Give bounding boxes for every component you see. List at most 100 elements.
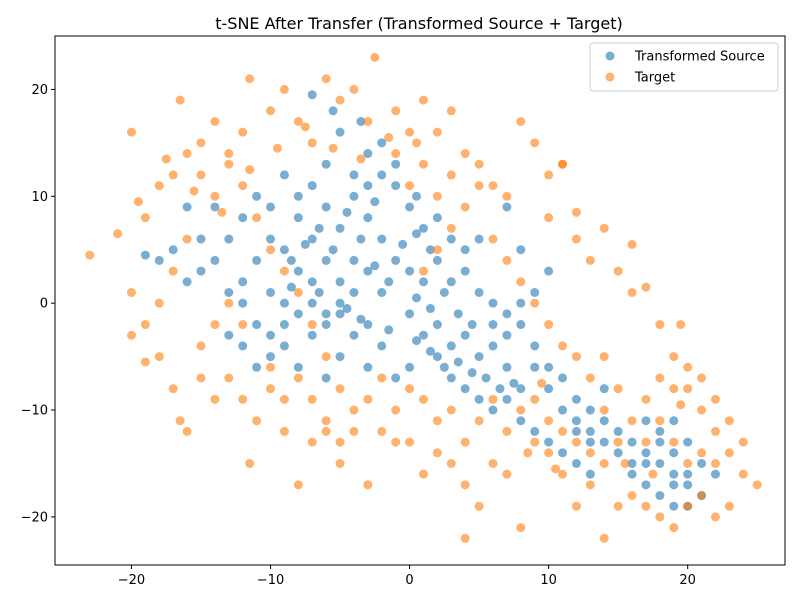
target-point <box>293 373 303 383</box>
source-point <box>558 405 568 415</box>
source-point <box>377 170 387 180</box>
target-point <box>224 373 234 383</box>
source-point <box>279 298 289 308</box>
target-point <box>384 133 394 143</box>
source-point <box>627 458 637 468</box>
source-point <box>307 330 317 340</box>
target-point <box>168 384 178 394</box>
target-point <box>641 501 651 511</box>
target-point <box>349 405 359 415</box>
source-point <box>460 384 470 394</box>
target-point <box>349 84 359 94</box>
x-tick-label: −10 <box>257 573 284 588</box>
source-point <box>238 341 248 351</box>
target-point <box>530 298 540 308</box>
target-point <box>641 394 651 404</box>
target-point <box>335 437 345 447</box>
target-point <box>245 458 255 468</box>
target-point <box>648 469 658 479</box>
target-point <box>460 437 470 447</box>
target-point <box>377 426 387 436</box>
source-point <box>474 394 484 404</box>
source-point <box>669 480 679 490</box>
target-point <box>217 207 227 217</box>
target-point <box>669 384 679 394</box>
target-point <box>412 138 422 148</box>
target-point <box>613 384 623 394</box>
source-point <box>453 309 463 319</box>
source-point <box>140 250 150 260</box>
target-point <box>307 138 317 148</box>
target-point <box>697 448 707 458</box>
target-point <box>516 277 526 287</box>
target-point <box>738 469 748 479</box>
target-point <box>571 352 581 362</box>
target-point <box>446 106 456 116</box>
source-point <box>502 202 512 212</box>
source-point <box>405 202 415 212</box>
source-point <box>439 287 449 297</box>
source-point <box>488 320 498 330</box>
source-point <box>321 373 331 383</box>
source-point <box>266 202 276 212</box>
source-point <box>412 229 422 239</box>
source-point <box>279 320 289 330</box>
target-point <box>272 143 282 153</box>
x-tick-label: 0 <box>405 573 413 588</box>
target-point <box>571 207 581 217</box>
source-point <box>363 320 373 330</box>
points-layer <box>85 52 762 543</box>
target-point <box>697 491 707 501</box>
source-point <box>349 255 359 265</box>
source-point <box>307 298 317 308</box>
source-point <box>363 181 373 191</box>
source-point <box>446 234 456 244</box>
source-point <box>370 261 380 271</box>
source-point <box>321 159 331 169</box>
source-point <box>460 245 470 255</box>
source-point <box>509 378 519 388</box>
target-point <box>544 448 554 458</box>
source-point <box>328 245 338 255</box>
target-point <box>446 170 456 180</box>
target-point <box>405 437 415 447</box>
target-point <box>683 501 693 511</box>
source-point <box>544 437 554 447</box>
target-point <box>558 469 568 479</box>
source-point <box>418 223 428 233</box>
target-point <box>391 437 401 447</box>
source-point <box>384 277 394 287</box>
legend-marker <box>605 72 615 82</box>
source-point <box>530 426 540 436</box>
target-point <box>502 426 512 436</box>
target-point <box>585 255 595 265</box>
source-point <box>585 426 595 436</box>
source-point <box>307 277 317 287</box>
source-point <box>266 287 276 297</box>
source-point <box>599 437 609 447</box>
source-point <box>460 266 470 276</box>
source-point <box>384 325 394 335</box>
source-point <box>641 480 651 490</box>
target-point <box>335 458 345 468</box>
target-point <box>356 154 366 164</box>
source-point <box>293 362 303 372</box>
source-point <box>474 234 484 244</box>
target-point <box>502 469 512 479</box>
target-point <box>182 426 192 436</box>
source-point <box>356 234 366 244</box>
target-point <box>474 501 484 511</box>
source-point <box>286 255 296 265</box>
legend-box <box>589 42 779 92</box>
target-point <box>307 437 317 447</box>
source-point <box>168 245 178 255</box>
source-point <box>266 234 276 244</box>
source-point <box>224 287 234 297</box>
x-tick-label: 20 <box>679 573 696 588</box>
source-point <box>669 469 679 479</box>
source-point <box>391 181 401 191</box>
source-point <box>655 491 665 501</box>
source-point <box>683 437 693 447</box>
target-point <box>432 245 442 255</box>
target-point <box>418 394 428 404</box>
